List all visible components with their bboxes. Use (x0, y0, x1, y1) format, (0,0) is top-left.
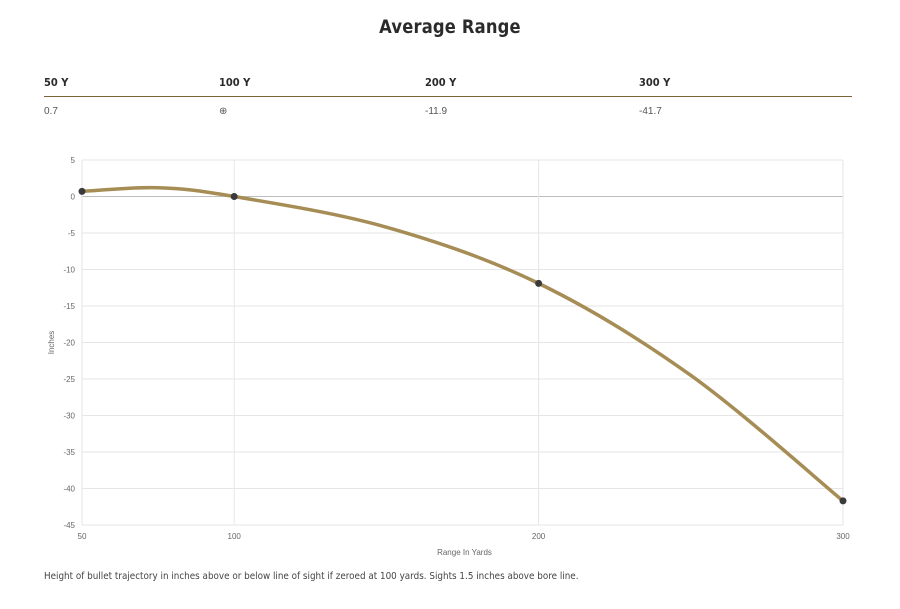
y-tick-label: -35 (63, 448, 75, 457)
x-tick-label: 100 (228, 532, 242, 541)
page-title: Average Range (379, 16, 521, 38)
data-point (839, 497, 847, 505)
y-tick-label: -25 (63, 375, 75, 384)
y-tick-label: -20 (63, 339, 75, 348)
y-tick-label: -15 (63, 302, 75, 311)
trajectory-line (80, 185, 845, 503)
y-tick-label: -40 (63, 485, 75, 494)
header-200y: 200 Y (425, 76, 457, 89)
data-point (78, 187, 86, 195)
range-table: 50 Y 100 Y 200 Y 300 Y 0.7 ⊕ -11.9 -41.7 (44, 74, 852, 123)
y-tick-label: 0 (71, 193, 76, 202)
y-tick-label: -5 (68, 229, 76, 238)
header-300y: 300 Y (639, 76, 671, 89)
data-point (535, 279, 543, 287)
x-axis-label: Range In Yards (437, 548, 492, 557)
y-tick-label: -45 (63, 521, 75, 530)
y-tick-label: 5 (71, 156, 76, 165)
x-tick-label: 300 (836, 532, 850, 541)
data-point (230, 193, 238, 200)
x-tick-label: 200 (532, 532, 546, 541)
value-300y: -41.7 (639, 106, 662, 117)
y-tick-label: -30 (63, 412, 75, 421)
header-50y: 50 Y (44, 76, 69, 89)
zero-crosshair-icon: ⊕ (219, 106, 228, 117)
range-table-row: 0.7 ⊕ -11.9 -41.7 (44, 97, 852, 123)
y-axis-label: Inches (47, 331, 56, 355)
footnote: Height of bullet trajectory in inches ab… (44, 571, 579, 582)
value-200y: -11.9 (425, 106, 448, 117)
range-table-header: 50 Y 100 Y 200 Y 300 Y (44, 74, 852, 97)
x-tick-label: 50 (78, 532, 87, 541)
y-tick-label: -10 (63, 266, 75, 275)
value-50y: 0.7 (44, 106, 58, 117)
header-100y: 100 Y (219, 76, 251, 89)
